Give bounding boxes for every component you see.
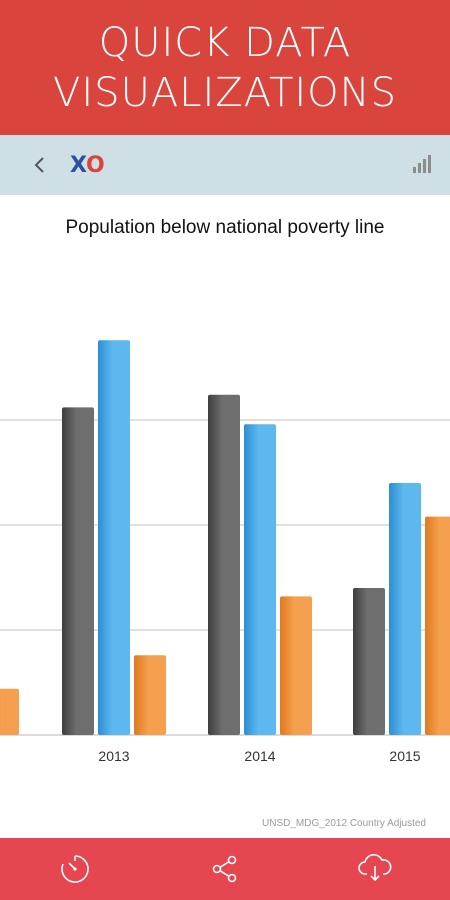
logo-o: O (85, 152, 105, 178)
bar-series-2-2013 (98, 340, 130, 735)
share-icon (212, 855, 237, 883)
chart-area: 2013 2014 2015 Population below national p… (0, 195, 450, 838)
cloud-download-icon (358, 854, 392, 882)
bar-series-2-2015 (389, 483, 421, 735)
logo-x: X (70, 152, 87, 178)
x-tick-label-2015: 2015 (389, 748, 420, 764)
bottom-action-bar (0, 838, 450, 900)
bar-series-3-2013 (134, 655, 166, 735)
bar-series-3-cat-0 (0, 688, 19, 735)
x-tick-label-2014: 2014 (244, 748, 275, 764)
source-note: UNSD_MDG_2012 Country Adjusted (262, 818, 426, 829)
app-toolbar: X O (0, 135, 450, 195)
bar-series-1-2015 (353, 588, 385, 735)
signal-button[interactable] (410, 151, 440, 181)
x-tick-label-2013: 2013 (98, 748, 129, 764)
timer-icon (61, 855, 89, 883)
bar-series-3-2015 (425, 516, 450, 735)
app-logo: X O (70, 147, 105, 183)
promo-banner: QUICK DATA VISUALIZATIONS (0, 0, 450, 135)
bar-series-1-2013 (62, 407, 94, 735)
bar-series-3-2014 (280, 596, 312, 735)
chevron-left-icon (34, 157, 44, 173)
download-button[interactable] (355, 849, 395, 889)
share-button[interactable] (205, 849, 245, 889)
signal-bars-icon (413, 155, 431, 173)
bar-series-1-2014 (208, 394, 240, 735)
back-button[interactable] (22, 147, 58, 183)
bar-chart: 2013 2014 2015 (0, 340, 450, 764)
bar-series-2-2014 (244, 424, 276, 735)
promo-title-line-2: VISUALIZATIONS (53, 69, 397, 116)
promo-title-line-1: QUICK DATA (98, 19, 352, 66)
timer-button[interactable] (55, 849, 95, 889)
chart-title: Population below national poverty line (65, 217, 385, 238)
